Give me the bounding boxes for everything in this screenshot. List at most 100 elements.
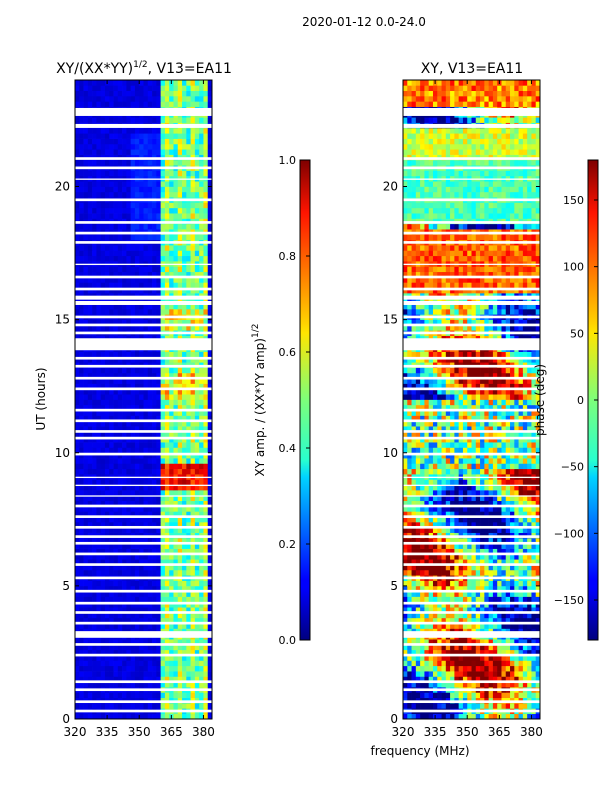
heatmap-cell bbox=[100, 644, 106, 651]
heatmap-cell bbox=[92, 601, 97, 608]
heatmap-cell bbox=[207, 596, 213, 603]
heatmap-cell bbox=[411, 564, 417, 571]
heatmap-cell bbox=[190, 649, 196, 656]
heatmap-cell bbox=[126, 436, 132, 443]
heatmap-cell bbox=[147, 367, 153, 374]
flagged-band bbox=[75, 484, 212, 487]
heatmap-cell bbox=[510, 564, 515, 571]
heatmap-cell bbox=[505, 612, 511, 619]
heatmap-cell bbox=[152, 495, 157, 502]
heatmap-cell bbox=[190, 277, 196, 283]
heatmap-cell bbox=[186, 612, 191, 619]
heatmap-cell bbox=[531, 607, 537, 613]
heatmap-cell bbox=[75, 207, 80, 214]
heatmap-cell bbox=[152, 458, 157, 464]
heatmap-cell bbox=[152, 351, 157, 358]
heatmap-cell bbox=[156, 601, 161, 608]
heatmap-cell bbox=[182, 639, 187, 645]
heatmap-cell bbox=[454, 585, 460, 592]
heatmap-cell bbox=[207, 372, 213, 379]
heatmap-cell bbox=[92, 245, 97, 251]
heatmap-cell bbox=[194, 159, 200, 166]
heatmap-cell bbox=[83, 101, 89, 107]
heatmap-cell bbox=[186, 665, 191, 672]
heatmap-cell bbox=[173, 245, 179, 251]
heatmap-cell bbox=[87, 266, 93, 273]
heatmap-cell bbox=[467, 623, 472, 629]
heatmap-cell bbox=[143, 655, 149, 661]
heatmap-cell bbox=[454, 623, 460, 629]
heatmap-cell bbox=[113, 319, 119, 326]
heatmap-cell bbox=[182, 410, 187, 416]
heatmap-cell bbox=[505, 676, 511, 683]
heatmap-cell bbox=[152, 186, 157, 193]
amp-colorbar-label: XY amp. / (XX*YY amp)1/2 bbox=[251, 324, 267, 477]
heatmap-cell bbox=[199, 351, 204, 358]
heatmap-cell bbox=[96, 80, 102, 86]
heatmap-cell bbox=[173, 479, 179, 486]
heatmap-cell bbox=[164, 580, 170, 587]
heatmap-cell bbox=[160, 138, 166, 145]
heatmap-cell bbox=[203, 127, 209, 134]
heatmap-cell bbox=[454, 649, 460, 656]
heatmap-cell bbox=[156, 80, 161, 86]
heatmap-cell bbox=[190, 585, 196, 592]
heatmap-cell bbox=[186, 458, 191, 464]
heatmap-cell bbox=[177, 569, 183, 576]
heatmap-cell bbox=[199, 170, 204, 177]
heatmap-cell bbox=[207, 521, 213, 528]
heatmap-cell bbox=[164, 553, 170, 560]
heatmap-cell bbox=[462, 671, 468, 677]
heatmap-cell bbox=[126, 655, 132, 661]
heatmap-cell bbox=[117, 186, 123, 193]
heatmap-cell bbox=[199, 665, 204, 672]
heatmap-cell bbox=[96, 436, 102, 443]
heatmap-cell bbox=[407, 617, 412, 624]
heatmap-cell bbox=[437, 548, 442, 555]
heatmap-cell bbox=[169, 452, 174, 459]
heatmap-cell bbox=[424, 713, 430, 720]
heatmap-cell bbox=[411, 569, 417, 576]
heatmap-cell bbox=[207, 442, 213, 448]
heatmap-cell bbox=[207, 490, 213, 496]
heatmap-cell bbox=[152, 191, 157, 198]
heatmap-cell bbox=[169, 367, 174, 374]
heatmap-cell bbox=[411, 548, 417, 555]
heatmap-cell bbox=[147, 564, 153, 571]
heatmap-cell bbox=[194, 644, 200, 651]
heatmap-cell bbox=[505, 623, 511, 629]
heatmap-cell bbox=[160, 117, 166, 123]
heatmap-cell bbox=[199, 308, 204, 315]
heatmap-cell bbox=[79, 655, 84, 661]
heatmap-cell bbox=[203, 266, 209, 273]
heatmap-cell bbox=[100, 394, 106, 400]
heatmap-cell bbox=[194, 543, 200, 549]
heatmap-cell bbox=[79, 703, 84, 709]
heatmap-cell bbox=[182, 351, 187, 358]
heatmap-cell bbox=[203, 372, 209, 379]
heatmap-cell bbox=[75, 277, 80, 283]
heatmap-cell bbox=[169, 133, 174, 139]
heatmap-cell bbox=[527, 649, 532, 656]
heatmap-cell bbox=[109, 415, 114, 422]
heatmap-cell bbox=[182, 655, 187, 661]
heatmap-cell bbox=[164, 95, 170, 102]
heatmap-cell bbox=[87, 319, 93, 326]
heatmap-cell bbox=[87, 490, 93, 496]
heatmap-cell bbox=[113, 612, 119, 619]
heatmap-cell bbox=[83, 676, 89, 683]
heatmap-cell bbox=[152, 308, 157, 315]
heatmap-cell bbox=[134, 149, 140, 155]
heatmap-cell bbox=[407, 548, 412, 555]
heatmap-cell bbox=[104, 569, 110, 576]
heatmap-cell bbox=[109, 223, 114, 230]
heatmap-cell bbox=[467, 580, 472, 587]
heatmap-cell bbox=[403, 703, 408, 709]
heatmap-cell bbox=[186, 191, 191, 198]
heatmap-cell bbox=[100, 612, 106, 619]
heatmap-cell bbox=[199, 186, 204, 193]
heatmap-cell bbox=[445, 559, 451, 565]
heatmap-cell bbox=[104, 484, 110, 491]
heatmap-cell bbox=[130, 250, 136, 257]
heatmap-cell bbox=[194, 351, 200, 358]
